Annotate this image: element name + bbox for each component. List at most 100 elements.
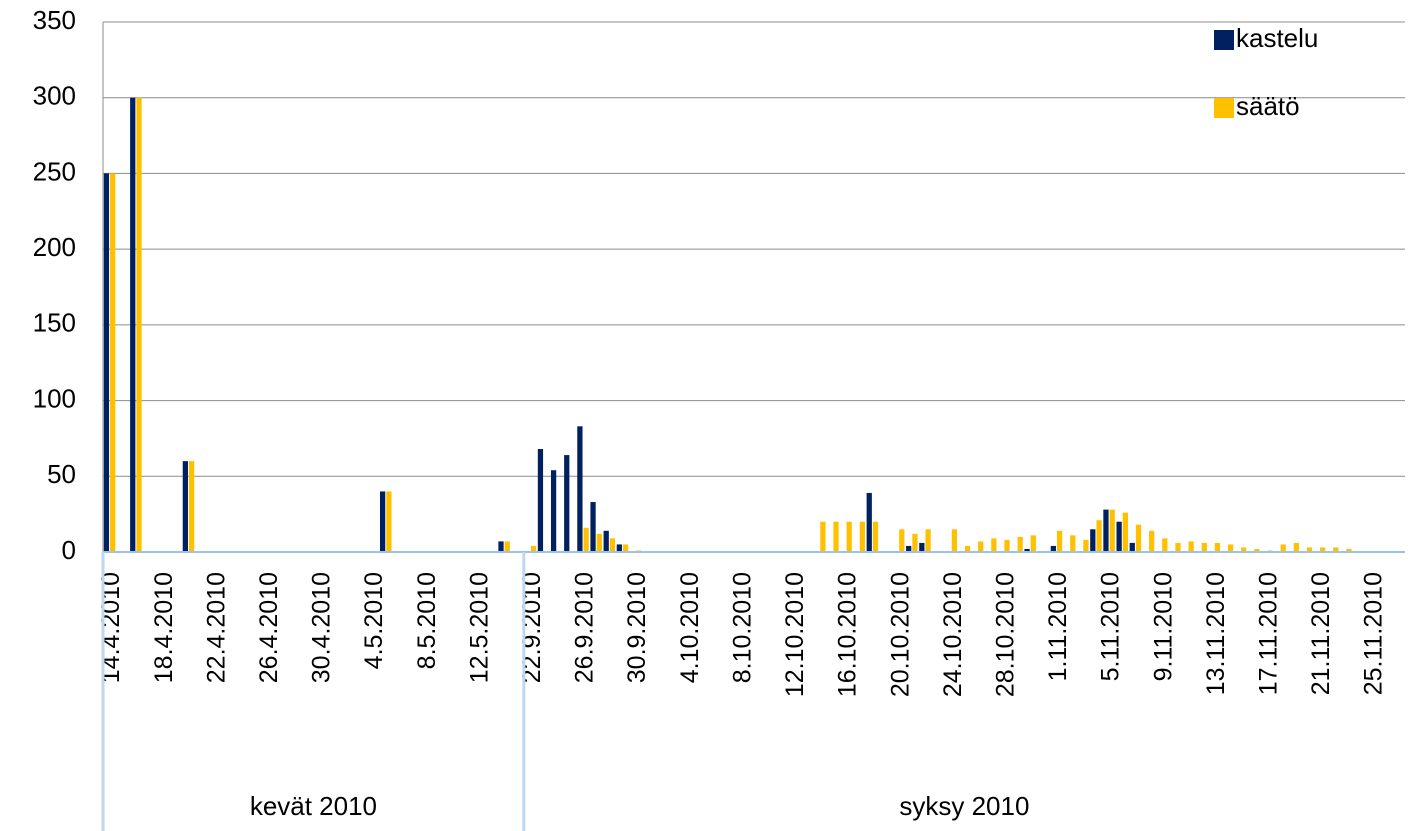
bar — [1175, 542, 1181, 552]
bar — [1214, 542, 1221, 552]
bar — [498, 541, 504, 552]
bar — [609, 538, 616, 552]
bar — [1293, 542, 1299, 552]
bar — [596, 533, 602, 552]
bar — [590, 502, 596, 552]
bar — [1346, 548, 1352, 552]
y-tick-label: 150 — [33, 308, 76, 338]
bar — [964, 545, 971, 552]
bar — [978, 541, 984, 552]
bar — [182, 461, 188, 552]
x-tick-label: 4.10.2010 — [676, 572, 704, 683]
x-tick-label: 13.11.2010 — [1202, 572, 1230, 695]
bar — [616, 544, 622, 552]
x-tick-label: 8.10.2010 — [728, 572, 756, 683]
x-tick-label: 12.5.2010 — [465, 572, 493, 683]
x-tick-label: 25.11.2010 — [1360, 572, 1388, 695]
bar — [130, 97, 136, 552]
bar — [1030, 535, 1036, 552]
bar — [386, 491, 392, 552]
group-label: syksy 2010 — [899, 791, 1029, 821]
x-tick-label: 14.4.2010 — [97, 572, 125, 683]
bar — [1109, 509, 1115, 552]
x-tick-label: 1.11.2010 — [1044, 572, 1072, 681]
bar — [859, 521, 865, 552]
bar — [1056, 530, 1063, 552]
x-tick-label: 30.9.2010 — [623, 572, 651, 683]
bar — [899, 529, 905, 552]
bar — [1122, 512, 1129, 552]
bar — [1241, 547, 1247, 552]
y-tick-label: 0 — [62, 535, 76, 565]
legend-swatch — [1214, 98, 1234, 118]
bar — [1024, 548, 1030, 552]
x-tick-label: 28.10.2010 — [991, 572, 1019, 697]
bar — [1306, 547, 1313, 552]
bar — [583, 527, 589, 552]
bar — [110, 173, 116, 552]
bar — [1162, 538, 1168, 552]
x-tick-label: 12.10.2010 — [781, 572, 809, 697]
x-tick-label: 17.11.2010 — [1255, 572, 1283, 695]
y-tick-label: 100 — [33, 383, 76, 413]
x-tick-label: 9.11.2010 — [1149, 572, 1177, 681]
bar — [820, 521, 826, 552]
bar — [1090, 529, 1096, 552]
bar — [1004, 539, 1010, 552]
bar — [1116, 521, 1122, 552]
bar — [550, 470, 557, 552]
x-tick-label: 21.11.2010 — [1307, 572, 1335, 695]
bar — [622, 544, 629, 552]
bar — [1280, 544, 1286, 552]
x-tick-label: 16.10.2010 — [834, 572, 862, 697]
y-tick-label: 300 — [33, 81, 76, 111]
bar — [866, 492, 872, 552]
bar — [1070, 535, 1076, 552]
bar — [906, 545, 912, 552]
bar — [1096, 520, 1102, 552]
bar — [379, 491, 386, 552]
bar — [1333, 547, 1339, 552]
bar — [1188, 541, 1194, 552]
y-tick-label: 200 — [33, 232, 76, 262]
bar — [603, 530, 609, 552]
bar — [504, 541, 510, 552]
bar — [872, 521, 879, 552]
bar — [537, 449, 544, 552]
x-tick-label: 18.4.2010 — [150, 572, 178, 683]
bar — [846, 521, 852, 552]
group-label: kevät 2010 — [250, 791, 377, 821]
bar — [103, 173, 110, 552]
bar — [136, 97, 142, 552]
bar — [1135, 524, 1142, 552]
bar — [991, 538, 997, 552]
x-tick-label: 8.5.2010 — [413, 572, 441, 669]
y-tick-label: 50 — [47, 459, 76, 489]
bar — [1083, 539, 1089, 552]
bar — [1017, 536, 1023, 552]
x-tick-label: 22.9.2010 — [518, 572, 546, 683]
legend-swatch — [1214, 30, 1234, 50]
y-tick-label: 350 — [33, 5, 76, 35]
x-tick-label: 4.5.2010 — [360, 572, 388, 669]
bar — [833, 521, 839, 552]
y-tick-label: 250 — [33, 156, 76, 186]
bar — [1201, 542, 1207, 552]
bar — [925, 529, 931, 552]
legend-label: kastelu — [1236, 23, 1318, 53]
legend-label: säätö — [1236, 91, 1300, 121]
x-tick-label: 20.10.2010 — [886, 572, 914, 697]
bar — [188, 461, 195, 552]
bar — [951, 529, 958, 552]
x-tick-label: 30.4.2010 — [308, 572, 336, 683]
bar — [1227, 544, 1234, 552]
bar — [1050, 545, 1056, 552]
bar — [912, 533, 918, 552]
x-tick-label: 5.11.2010 — [1097, 572, 1125, 681]
bar — [1103, 509, 1109, 552]
x-tick-label: 26.4.2010 — [255, 572, 283, 683]
bar — [1320, 547, 1326, 552]
x-tick-label: 24.10.2010 — [939, 572, 967, 697]
bar — [530, 545, 537, 552]
